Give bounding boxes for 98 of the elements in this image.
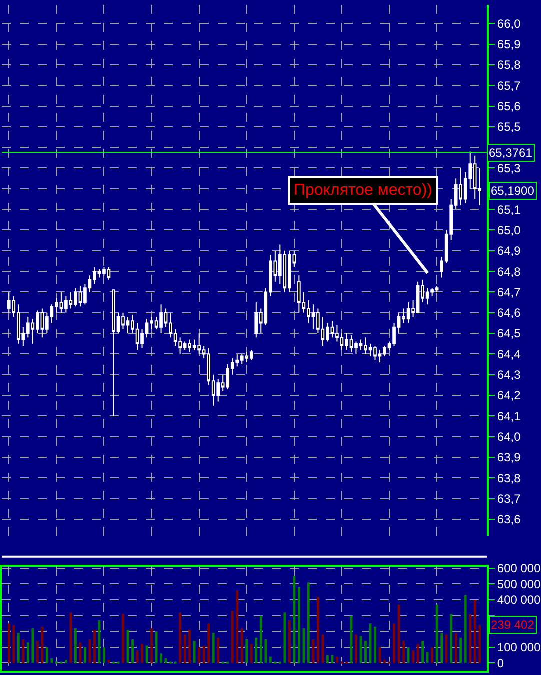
bar xyxy=(208,624,210,664)
bar xyxy=(8,624,10,664)
y-tick-label: 64,6 xyxy=(497,306,522,320)
bar xyxy=(426,652,429,664)
y-tick-label: 100 000 xyxy=(497,640,541,655)
y-tick-label: 600 000 xyxy=(497,562,541,576)
bar xyxy=(74,628,77,664)
bar xyxy=(202,646,206,664)
bar xyxy=(469,614,472,664)
bar xyxy=(445,634,448,664)
bar xyxy=(431,647,434,664)
bar xyxy=(36,641,39,664)
bar xyxy=(436,604,438,664)
y-tick-label: 65,9 xyxy=(497,37,522,52)
bar xyxy=(384,660,386,664)
y-tick-label: 65,1 xyxy=(497,202,522,217)
bar xyxy=(12,625,16,664)
y-tick-label: 64,4 xyxy=(497,347,522,362)
y-tick-label: 65,8 xyxy=(497,58,522,72)
bar xyxy=(41,626,44,664)
y-tick-label: 0 xyxy=(497,656,504,670)
bar xyxy=(284,612,286,664)
bar xyxy=(308,582,310,664)
bar xyxy=(464,595,467,664)
bar xyxy=(184,634,186,664)
bar xyxy=(84,647,86,664)
bar xyxy=(246,639,248,664)
bar xyxy=(260,616,262,664)
bar xyxy=(412,650,414,664)
bar xyxy=(132,639,134,664)
bar xyxy=(122,614,124,664)
y-tick-label: 65,0 xyxy=(497,223,522,238)
y-tick-label: 63,9 xyxy=(497,450,522,465)
bar xyxy=(231,611,234,664)
y-tick-label: 64,7 xyxy=(497,285,522,300)
y-tick-label: 63,8 xyxy=(497,471,522,486)
bar xyxy=(188,630,192,664)
bar xyxy=(160,654,162,664)
bar xyxy=(236,590,239,664)
bar xyxy=(454,633,458,664)
text: 239 402 xyxy=(491,618,535,632)
y-tick-label: 64,9 xyxy=(497,244,522,258)
bar xyxy=(179,612,182,664)
y-tick-label: 63,6 xyxy=(497,512,522,527)
bar xyxy=(364,641,367,664)
bar xyxy=(460,638,462,664)
bar xyxy=(141,644,144,664)
bar xyxy=(240,628,244,664)
bar xyxy=(212,633,215,664)
bar xyxy=(336,656,338,664)
bar xyxy=(255,638,258,664)
y-tick-label: 65,3 xyxy=(497,161,522,176)
bar xyxy=(422,641,424,664)
y-tick-label: 64,8 xyxy=(497,264,522,279)
bar xyxy=(293,576,296,664)
ref-line-label: 65,3761 xyxy=(489,146,533,160)
text: 65,1900 xyxy=(491,184,535,198)
y-tick-label: 66,0 xyxy=(497,16,522,31)
bar xyxy=(355,634,358,664)
bar xyxy=(269,656,272,664)
bar xyxy=(65,660,68,664)
bar xyxy=(440,633,444,664)
bar xyxy=(17,633,20,664)
y-tick-label: 64,5 xyxy=(497,326,522,341)
bar xyxy=(103,647,106,664)
bar xyxy=(264,639,268,664)
bar xyxy=(150,628,153,664)
bar xyxy=(393,624,396,664)
y-tick-label: 64,1 xyxy=(497,409,522,424)
bar xyxy=(250,644,253,664)
y-tick-label: 65,7 xyxy=(497,78,522,93)
bar xyxy=(450,614,453,664)
bar xyxy=(317,596,320,664)
annotation: Проклятое место)) xyxy=(294,182,432,199)
bar xyxy=(288,620,291,664)
bar xyxy=(402,641,405,664)
y-tick-label: 65,5 xyxy=(497,120,522,134)
bar xyxy=(193,641,196,664)
y-tick-label: 64,3 xyxy=(497,368,522,382)
bar xyxy=(326,655,329,664)
y-tick-label: 65,6 xyxy=(497,99,522,114)
y-tick-label: 400 000 xyxy=(497,593,541,608)
y-tick-label: 64,2 xyxy=(497,388,522,403)
bar xyxy=(26,642,30,664)
bar xyxy=(50,658,54,664)
bar xyxy=(198,647,201,664)
y-tick-label: 500 000 xyxy=(497,577,541,592)
bar xyxy=(474,600,476,664)
bar xyxy=(32,628,34,664)
bar xyxy=(298,587,300,664)
y-tick-label: 64,0 xyxy=(497,430,522,444)
bar xyxy=(22,639,25,664)
bar xyxy=(94,630,96,664)
bar xyxy=(217,638,220,664)
y-tick-label: 63,7 xyxy=(497,492,522,506)
bar xyxy=(374,626,376,664)
bar xyxy=(46,647,48,664)
bar xyxy=(478,625,482,664)
